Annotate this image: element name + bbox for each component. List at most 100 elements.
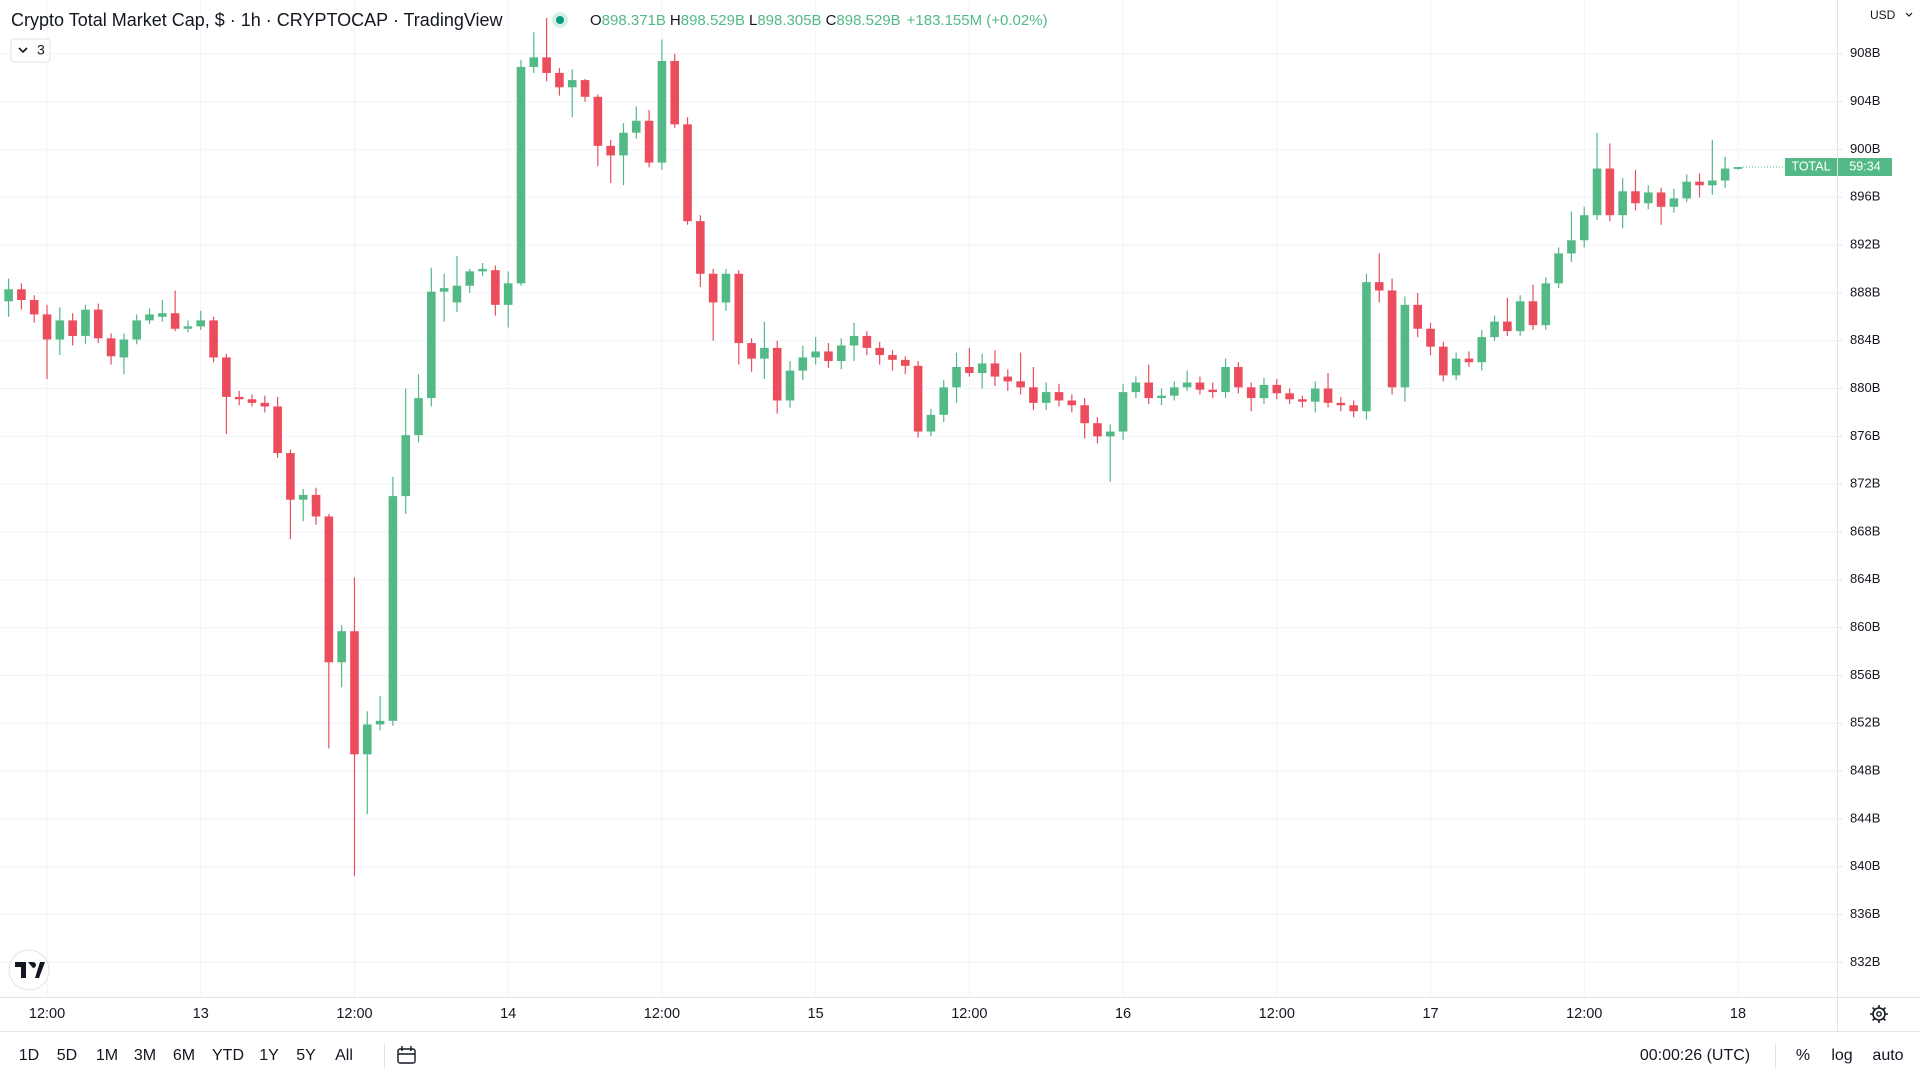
x-tick-label: 12:00 bbox=[29, 1006, 65, 1022]
candle-body bbox=[990, 363, 1000, 377]
candle-body bbox=[696, 221, 705, 274]
price-tag bbox=[1838, 158, 1892, 177]
candle-body bbox=[836, 345, 846, 362]
y-tick-label: 908B bbox=[1850, 45, 1880, 60]
candle-body bbox=[4, 289, 13, 302]
candle-body bbox=[1336, 402, 1346, 406]
candle-body bbox=[29, 300, 39, 315]
candle-body bbox=[209, 320, 218, 358]
candle-body bbox=[1400, 304, 1410, 388]
scale-option[interactable]: % bbox=[1796, 1047, 1810, 1064]
candle-body bbox=[311, 494, 321, 517]
legend-label: H bbox=[670, 12, 681, 29]
candle-body bbox=[1503, 321, 1512, 332]
candles bbox=[4, 17, 1743, 877]
candle-body bbox=[1272, 384, 1282, 394]
candle-body bbox=[1554, 253, 1563, 284]
y-tick-label: 848B bbox=[1850, 762, 1880, 777]
y-tick-label: 892B bbox=[1850, 237, 1880, 252]
candle-body bbox=[478, 268, 487, 272]
utc-clock[interactable]: 00:00:26 (UTC) bbox=[1640, 1047, 1750, 1064]
candle-body bbox=[1618, 191, 1627, 216]
candle-body bbox=[734, 273, 744, 344]
candle-body bbox=[401, 435, 411, 497]
scale-option[interactable]: auto bbox=[1872, 1047, 1903, 1064]
candle-body bbox=[901, 359, 910, 366]
x-tick-label: 17 bbox=[1422, 1006, 1438, 1022]
range-button[interactable]: 5D bbox=[57, 1047, 77, 1064]
candle-body bbox=[1567, 240, 1576, 254]
candle-body bbox=[1592, 168, 1602, 216]
range-button[interactable]: 1D bbox=[19, 1047, 39, 1064]
indicators-toggle[interactable]: 3 bbox=[10, 38, 51, 63]
x-tick-label: 12:00 bbox=[951, 1006, 987, 1022]
y-tick-label: 860B bbox=[1850, 619, 1880, 634]
price-tag-symbol-text: TOTAL bbox=[1791, 159, 1830, 173]
bottom-toolbar: 1D 5D 1M 3M 6M YTD 1Y 5Y All 00:00:26 (UTC)% log au… bbox=[19, 1047, 1904, 1064]
currency[interactable]: USD bbox=[1870, 8, 1896, 22]
candle-body bbox=[286, 453, 295, 500]
market-status-dot bbox=[556, 16, 564, 24]
legend-change: +183.155M (+0.02%) bbox=[907, 12, 1048, 29]
scale-option[interactable]: log bbox=[1831, 1047, 1852, 1064]
candle-body bbox=[362, 724, 372, 755]
candle-body bbox=[1067, 400, 1077, 406]
candle-body bbox=[1733, 167, 1743, 169]
candle-body bbox=[785, 370, 795, 401]
range-button[interactable]: 5Y bbox=[296, 1047, 316, 1064]
candle-body bbox=[1528, 301, 1538, 326]
y-tick-label: 868B bbox=[1850, 523, 1880, 538]
candle-body bbox=[1362, 282, 1371, 412]
candle-body bbox=[68, 320, 77, 336]
candle-body bbox=[747, 343, 756, 359]
candle-body bbox=[670, 60, 680, 125]
candle-body bbox=[145, 314, 154, 321]
candle-body bbox=[1349, 405, 1358, 412]
candle-body bbox=[1643, 192, 1653, 204]
y-tick-label: 904B bbox=[1850, 93, 1880, 108]
candle-body bbox=[875, 347, 884, 356]
currency-chevron bbox=[1905, 12, 1913, 17]
legend-value: 898.305B bbox=[757, 12, 821, 29]
range-button[interactable]: All bbox=[335, 1047, 353, 1064]
candle-body bbox=[926, 414, 936, 432]
candle-body bbox=[439, 288, 449, 292]
settings-button[interactable] bbox=[1870, 1005, 1888, 1023]
x-tick-label: 12:00 bbox=[336, 1006, 372, 1022]
range-button[interactable]: 1M bbox=[96, 1047, 118, 1064]
candle-body bbox=[119, 339, 129, 358]
candle-body bbox=[1708, 180, 1717, 186]
candle-body bbox=[298, 494, 308, 500]
candle-body bbox=[1246, 387, 1256, 399]
x-tick-label: 12:00 bbox=[1566, 1006, 1602, 1022]
tv-logo[interactable] bbox=[8, 949, 50, 991]
range-button[interactable]: 1Y bbox=[259, 1047, 279, 1064]
date-range-button[interactable] bbox=[397, 1046, 416, 1064]
range-button[interactable]: 6M bbox=[173, 1047, 195, 1064]
candle-body bbox=[1144, 382, 1153, 399]
candle-body bbox=[1669, 198, 1679, 207]
price-tag-symbol bbox=[1785, 158, 1837, 177]
candle-body bbox=[350, 631, 359, 755]
candle-body bbox=[1374, 282, 1384, 291]
y-tick-label: 852B bbox=[1850, 715, 1880, 730]
y-tick-label: 844B bbox=[1850, 810, 1880, 825]
y-tick-label: 880B bbox=[1850, 380, 1880, 395]
range-button[interactable]: YTD bbox=[212, 1047, 244, 1064]
range-button[interactable]: 3M bbox=[134, 1047, 156, 1064]
price-tag-countdown: 59:34 bbox=[1849, 159, 1880, 173]
candle-body bbox=[196, 320, 206, 327]
candle-body bbox=[1182, 382, 1192, 388]
x-tick-label: 12:00 bbox=[644, 1006, 680, 1022]
candle-body bbox=[427, 291, 436, 399]
candle-body bbox=[619, 132, 628, 156]
candle-body bbox=[375, 720, 385, 725]
candle-body bbox=[1310, 388, 1320, 402]
x-tick-label: 14 bbox=[500, 1006, 516, 1022]
legend-value: 898.529B bbox=[681, 12, 745, 29]
candle-body bbox=[760, 347, 769, 359]
candle-body bbox=[708, 273, 718, 303]
candle-body bbox=[1656, 192, 1666, 207]
